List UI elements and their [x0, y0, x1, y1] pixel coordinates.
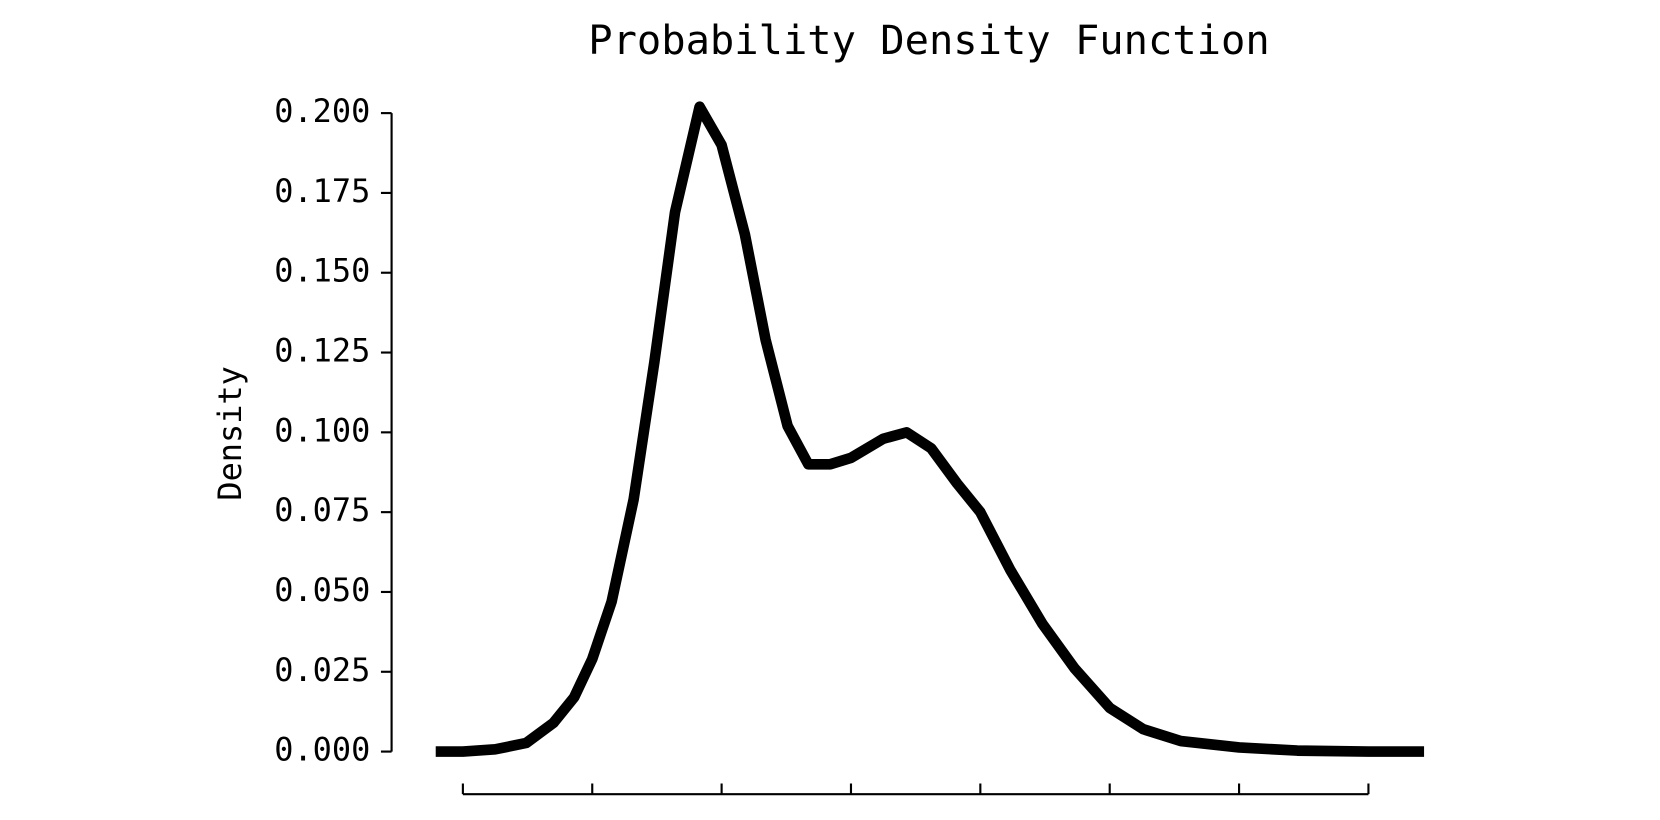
y-tick-label: 0.025 — [274, 651, 370, 689]
y-tick-label: 0.100 — [274, 411, 370, 449]
chart-title: Probability Density Function — [588, 16, 1269, 64]
y-tick-label: 0.075 — [274, 491, 370, 529]
y-tick-label: 0.175 — [274, 172, 370, 210]
y-tick-label: 0.200 — [274, 92, 370, 130]
y-tick-label: 0.000 — [274, 731, 370, 769]
y-tick-label: 0.125 — [274, 332, 370, 370]
density-line — [435, 101, 1425, 757]
y-axis-label: Density — [211, 366, 249, 500]
y-tick-label: 0.150 — [274, 252, 370, 290]
y-tick-label: 0.050 — [274, 571, 370, 609]
